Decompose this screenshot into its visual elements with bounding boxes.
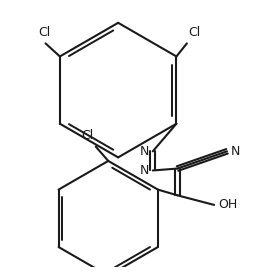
Text: N: N [139, 164, 149, 177]
Text: Cl: Cl [188, 26, 200, 39]
Text: N: N [231, 145, 240, 158]
Text: N: N [139, 145, 149, 158]
Text: Cl: Cl [38, 26, 50, 39]
Text: Cl: Cl [81, 129, 93, 142]
Text: OH: OH [218, 198, 237, 211]
